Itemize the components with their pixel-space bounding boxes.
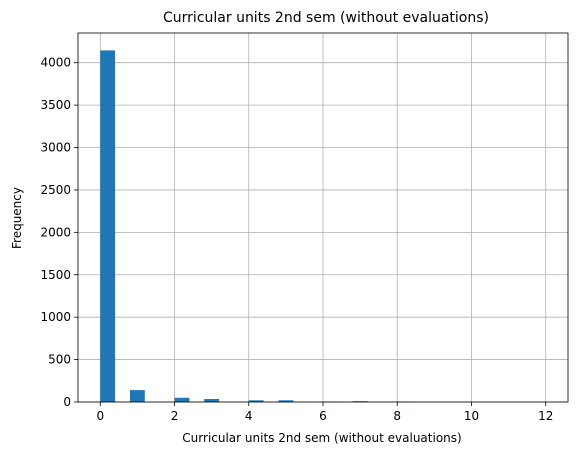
x-tick-label: 8	[393, 409, 401, 423]
y-axis-ticks: 0 500 1000 1500 2000 2500 3000 3500 4000	[40, 56, 78, 409]
histogram-bar	[100, 50, 116, 403]
y-tick-label: 3500	[40, 98, 71, 112]
x-tick-label: 0	[96, 409, 104, 423]
y-tick-label: 500	[48, 353, 71, 367]
grid-lines	[78, 33, 568, 403]
histogram-bar	[129, 390, 145, 402]
y-tick-label: 4000	[40, 56, 71, 70]
y-tick-label: 0	[63, 395, 71, 409]
histogram-bar	[278, 400, 294, 402]
chart-title: Curricular units 2nd sem (without evalua…	[163, 10, 489, 26]
histogram-bar	[204, 399, 220, 402]
y-tick-label: 2500	[40, 183, 71, 197]
x-tick-label: 6	[319, 409, 327, 423]
x-tick-label: 4	[245, 409, 253, 423]
histogram-bar	[248, 400, 264, 402]
histogram-bar	[174, 397, 190, 402]
y-tick-label: 1500	[40, 268, 71, 282]
x-tick-label: 12	[538, 409, 553, 423]
x-axis-ticks: 0 2 4 6 8 10 12	[96, 402, 553, 423]
x-axis-label: Curricular units 2nd sem (without evalua…	[182, 431, 461, 445]
histogram-bar	[352, 401, 368, 402]
x-tick-label: 2	[171, 409, 179, 423]
y-axis-label: Frequency	[10, 187, 24, 249]
x-tick-label: 10	[464, 409, 479, 423]
y-tick-label: 3000	[40, 141, 71, 155]
y-tick-label: 1000	[40, 310, 71, 324]
y-tick-label: 2000	[40, 225, 71, 239]
